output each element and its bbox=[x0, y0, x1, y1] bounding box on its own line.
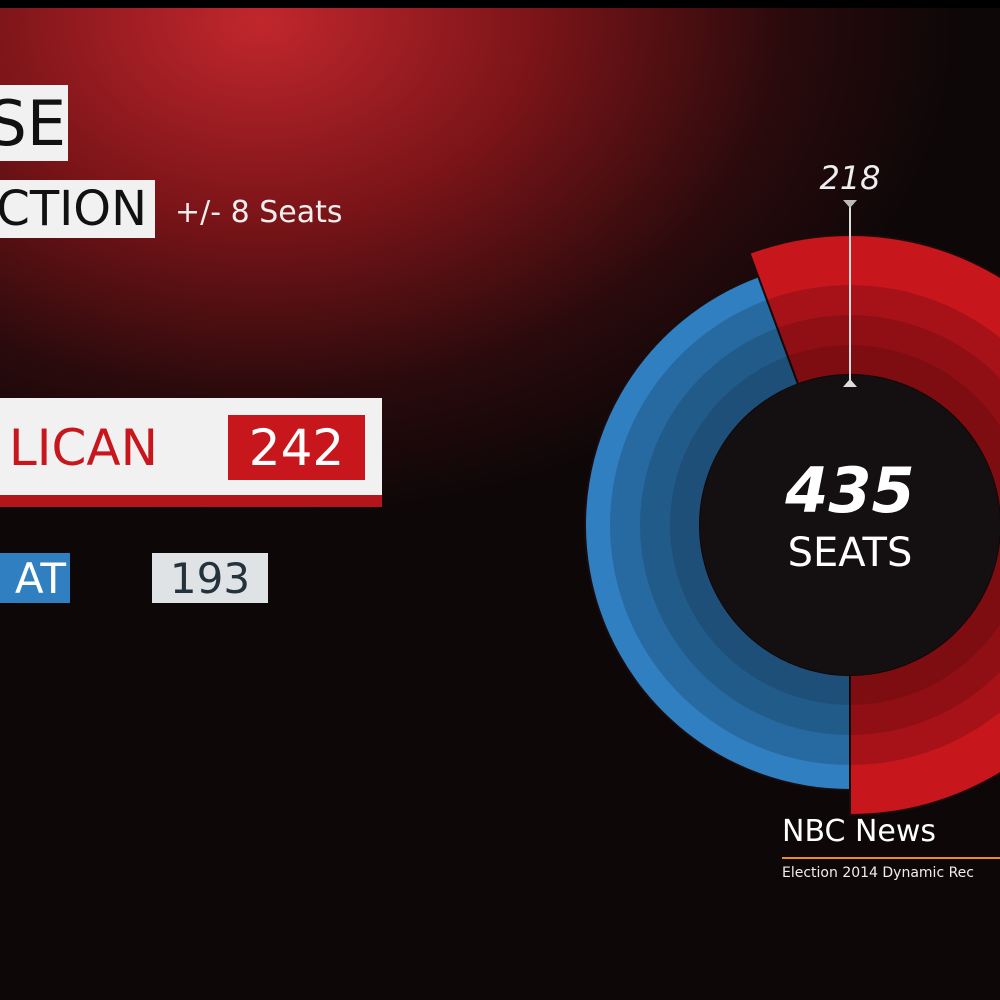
title: SE bbox=[0, 85, 68, 161]
segment-band bbox=[670, 356, 850, 705]
majority-arrow bbox=[843, 379, 857, 387]
total-value: 435 bbox=[784, 454, 914, 527]
segment-band bbox=[766, 285, 1000, 765]
dem-seats: 193 bbox=[152, 553, 268, 603]
brand: NBC News bbox=[782, 814, 937, 849]
rep-underline bbox=[0, 495, 382, 507]
segment-band bbox=[609, 299, 850, 765]
majority-arrow bbox=[843, 200, 857, 208]
donut-hole bbox=[700, 375, 1000, 675]
subtitle: CTION bbox=[0, 180, 155, 238]
dem-label: AT bbox=[0, 553, 70, 603]
brand-rule bbox=[782, 857, 1000, 859]
rep-seats: 242 bbox=[228, 415, 365, 480]
total-label: SEATS bbox=[788, 530, 913, 576]
segment-band bbox=[777, 315, 1000, 735]
majority-label: 218 bbox=[819, 159, 880, 197]
top-bar bbox=[0, 0, 1000, 8]
rep-label: LICAN bbox=[8, 418, 158, 477]
margin-note: +/- 8 Seats bbox=[175, 194, 343, 230]
caption: Election 2014 Dynamic Rec bbox=[782, 865, 974, 881]
segment-band bbox=[639, 328, 850, 735]
